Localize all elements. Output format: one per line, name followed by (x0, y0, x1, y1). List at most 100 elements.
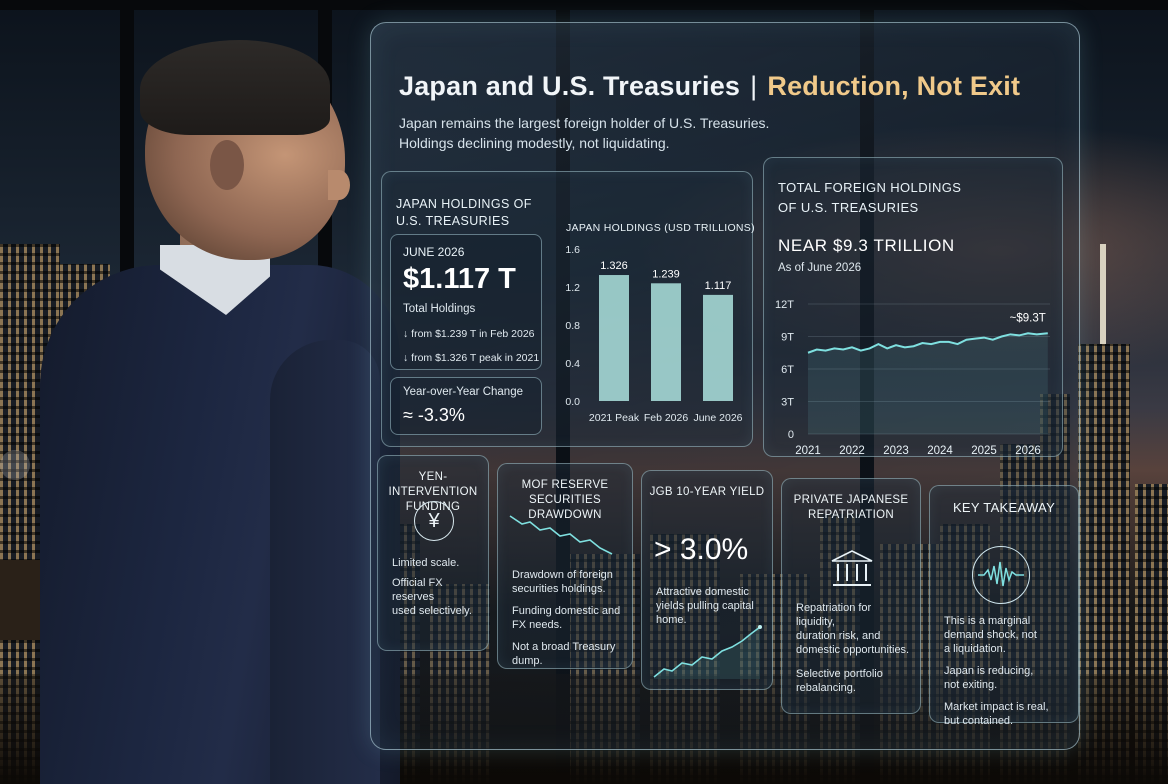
nose (328, 170, 350, 200)
y-tick-label: 0 (788, 429, 794, 441)
y-tick-label: 1.6 (565, 244, 580, 256)
text-line: Not a broad Treasury (512, 641, 616, 653)
area-fill (808, 333, 1048, 434)
yen-icon: ¥ (414, 501, 454, 541)
title-separator: | (750, 71, 758, 101)
series-line (807, 332, 1048, 354)
text-line: Funding domestic and (512, 605, 621, 617)
holdings-value-label: Total Holdings (403, 303, 476, 315)
x-tick-label: June 2026 (693, 412, 742, 424)
window-mullion (556, 0, 570, 784)
man-in-suit (40, 40, 400, 784)
text-line: dump. (512, 655, 543, 667)
card-text: Drawdown of foreign securities holdings.… (512, 568, 622, 668)
downtrend-icon (509, 515, 613, 555)
y-tick-label: 6T (781, 364, 794, 376)
total-foreign-line-chart: 0 3T 6T 9T 12T 2021 2022 2023 2024 2025 2026 ~$9.3T (775, 299, 1050, 457)
holographic-dashboard: Japan and U.S. Treasuries | Reduction, Not… (370, 22, 1080, 750)
y-tick-label: 0.8 (565, 320, 580, 332)
japan-holdings-card: JAPAN HOLDINGS OF U.S. TREASURIES JUNE 2… (381, 171, 755, 447)
text-line: securities holdings. (512, 583, 606, 595)
jgb-yield-card: JGB 10-YEAR YIELD > 3.0% Attractive dome… (641, 470, 773, 690)
japan-holdings-heading: JAPAN HOLDINGS OF U.S. TREASURIES (396, 196, 546, 230)
mof-reserve-card: MOF RESERVE SECURITIES DRAWDOWN Drawdown… (497, 463, 633, 669)
card-text: Limited scale. Official FX reserves used… (392, 556, 478, 618)
total-foreign-heading: TOTAL FOREIGN HOLDINGS OF U.S. TREASURIE… (778, 178, 998, 218)
uptrend-icon (653, 625, 762, 679)
yen-intervention-card: YEN-INTERVENTION FUNDING ¥ Limited scale… (377, 455, 489, 651)
y-tick-label: 0.4 (565, 358, 580, 370)
dashboard-subtitle: Japan remains the largest foreign holder… (399, 113, 839, 153)
bank-icon (831, 550, 873, 586)
text-line: Repatriation for liquidity, (796, 602, 872, 628)
card-title: KEY TAKEAWAY (952, 500, 1056, 515)
title-highlight: Reduction, Not Exit (767, 71, 1021, 101)
subtitle-line: Japan remains the largest foreign holder… (399, 115, 770, 131)
x-tick-label: 2021 (795, 445, 821, 457)
bar-chart-svg: 0.0 0.4 0.8 1.2 1.6 1.326 2021 Peak 1.239 Feb 20… (565, 244, 742, 424)
yoy-change-box: Year-over-Year Change ≈ -3.3% (390, 377, 542, 435)
x-tick-label: 2024 (927, 445, 953, 457)
text-line: This is a marginal (944, 615, 1031, 627)
bar (703, 294, 733, 401)
x-tick-label: 2026 (1015, 445, 1041, 457)
x-tick-label: 2021 Peak (589, 412, 640, 424)
text-line: domestic opportunities. (796, 644, 910, 656)
text-line: home. (656, 614, 687, 626)
ear (210, 140, 244, 190)
text-line: Official FX reserves (392, 577, 443, 603)
card-title: MOF RESERVE SECURITIES DRAWDOWN (498, 478, 632, 523)
y-tick-label: 3T (781, 397, 794, 409)
y-tick-label: 12T (775, 299, 794, 311)
jgb-yield-value: > 3.0% (654, 533, 749, 566)
text-line: Market impact is real, (944, 701, 1049, 713)
text-line: used selectively. (392, 605, 472, 617)
desk-lamp (0, 450, 30, 480)
bar-value-label: 1.239 (652, 268, 680, 280)
title-line: PRIVATE JAPANESE (793, 494, 909, 506)
subtitle-line: Holdings declining modestly, not liquida… (399, 135, 670, 151)
end-value-label: ~$9.3T (1010, 312, 1046, 324)
bar-value-label: 1.326 (600, 260, 628, 272)
private-repatriation-card: PRIVATE JAPANESE REPATRIATION Repatriati… (781, 478, 921, 714)
window-mullion (860, 0, 874, 784)
heading-line: OF U.S. TREASURIES (778, 200, 919, 215)
card-text: This is a marginal demand shock, not a l… (944, 614, 1068, 728)
y-tick-label: 9T (781, 332, 794, 344)
holdings-date: JUNE 2026 (403, 245, 465, 259)
heading-line: JAPAN HOLDINGS OF (396, 197, 532, 211)
text-line: yields pulling capital (656, 600, 754, 612)
dashboard-title: Japan and U.S. Treasuries | Reduction, Not… (399, 71, 1079, 102)
text-line: not exiting. (944, 679, 998, 691)
yoy-label: Year-over-Year Change (403, 386, 523, 398)
x-tick-label: Feb 2026 (644, 412, 689, 424)
bar (651, 283, 681, 401)
card-title: JGB 10-YEAR YIELD (649, 486, 765, 498)
total-foreign-value: NEAR $9.3 TRILLION (778, 236, 955, 255)
skyscraper-spire (1100, 244, 1106, 344)
total-foreign-holdings-card: TOTAL FOREIGN HOLDINGS OF U.S. TREASURIE… (763, 157, 1063, 457)
title-line: DRAWDOWN (528, 509, 602, 521)
card-text: Repatriation for liquidity, duration ris… (796, 601, 910, 695)
bar-chart-title: JAPAN HOLDINGS (USD TRILLIONS) (566, 222, 755, 234)
text-line: Limited scale. (392, 557, 460, 569)
x-tick-label: 2025 (971, 445, 997, 457)
heading-line: TOTAL FOREIGN HOLDINGS (778, 180, 962, 195)
key-takeaway-card: KEY TAKEAWAY This is a marginal demand s… (929, 485, 1079, 727)
text-line: rebalancing. (796, 682, 856, 694)
heading-line: U.S. TREASURIES (396, 214, 510, 228)
title-line: YEN-INTERVENTION (388, 471, 478, 498)
card-text: Attractive domestic yields pulling capit… (656, 585, 762, 627)
text-line: Attractive domestic (656, 586, 749, 598)
text-line: duration risk, and (796, 630, 881, 642)
title-line: REPATRIATION (807, 509, 895, 521)
holdings-note-peak: ↓ from $1.326 T peak in 2021 (403, 352, 540, 364)
holdings-summary-box: JUNE 2026 $1.117 T Total Holdings ↓ from… (390, 234, 542, 370)
bar (599, 275, 629, 401)
x-tick-label: 2022 (839, 445, 865, 457)
title-main: Japan and U.S. Treasuries (399, 71, 741, 101)
japan-holdings-bar-chart: JAPAN HOLDINGS (USD TRILLIONS) 0.0 0.4 0.8… (552, 212, 754, 442)
card-title: PRIVATE JAPANESE REPATRIATION (782, 493, 920, 523)
title-line: MOF RESERVE SECURITIES (521, 479, 609, 506)
bar-value-label: 1.117 (705, 280, 732, 292)
